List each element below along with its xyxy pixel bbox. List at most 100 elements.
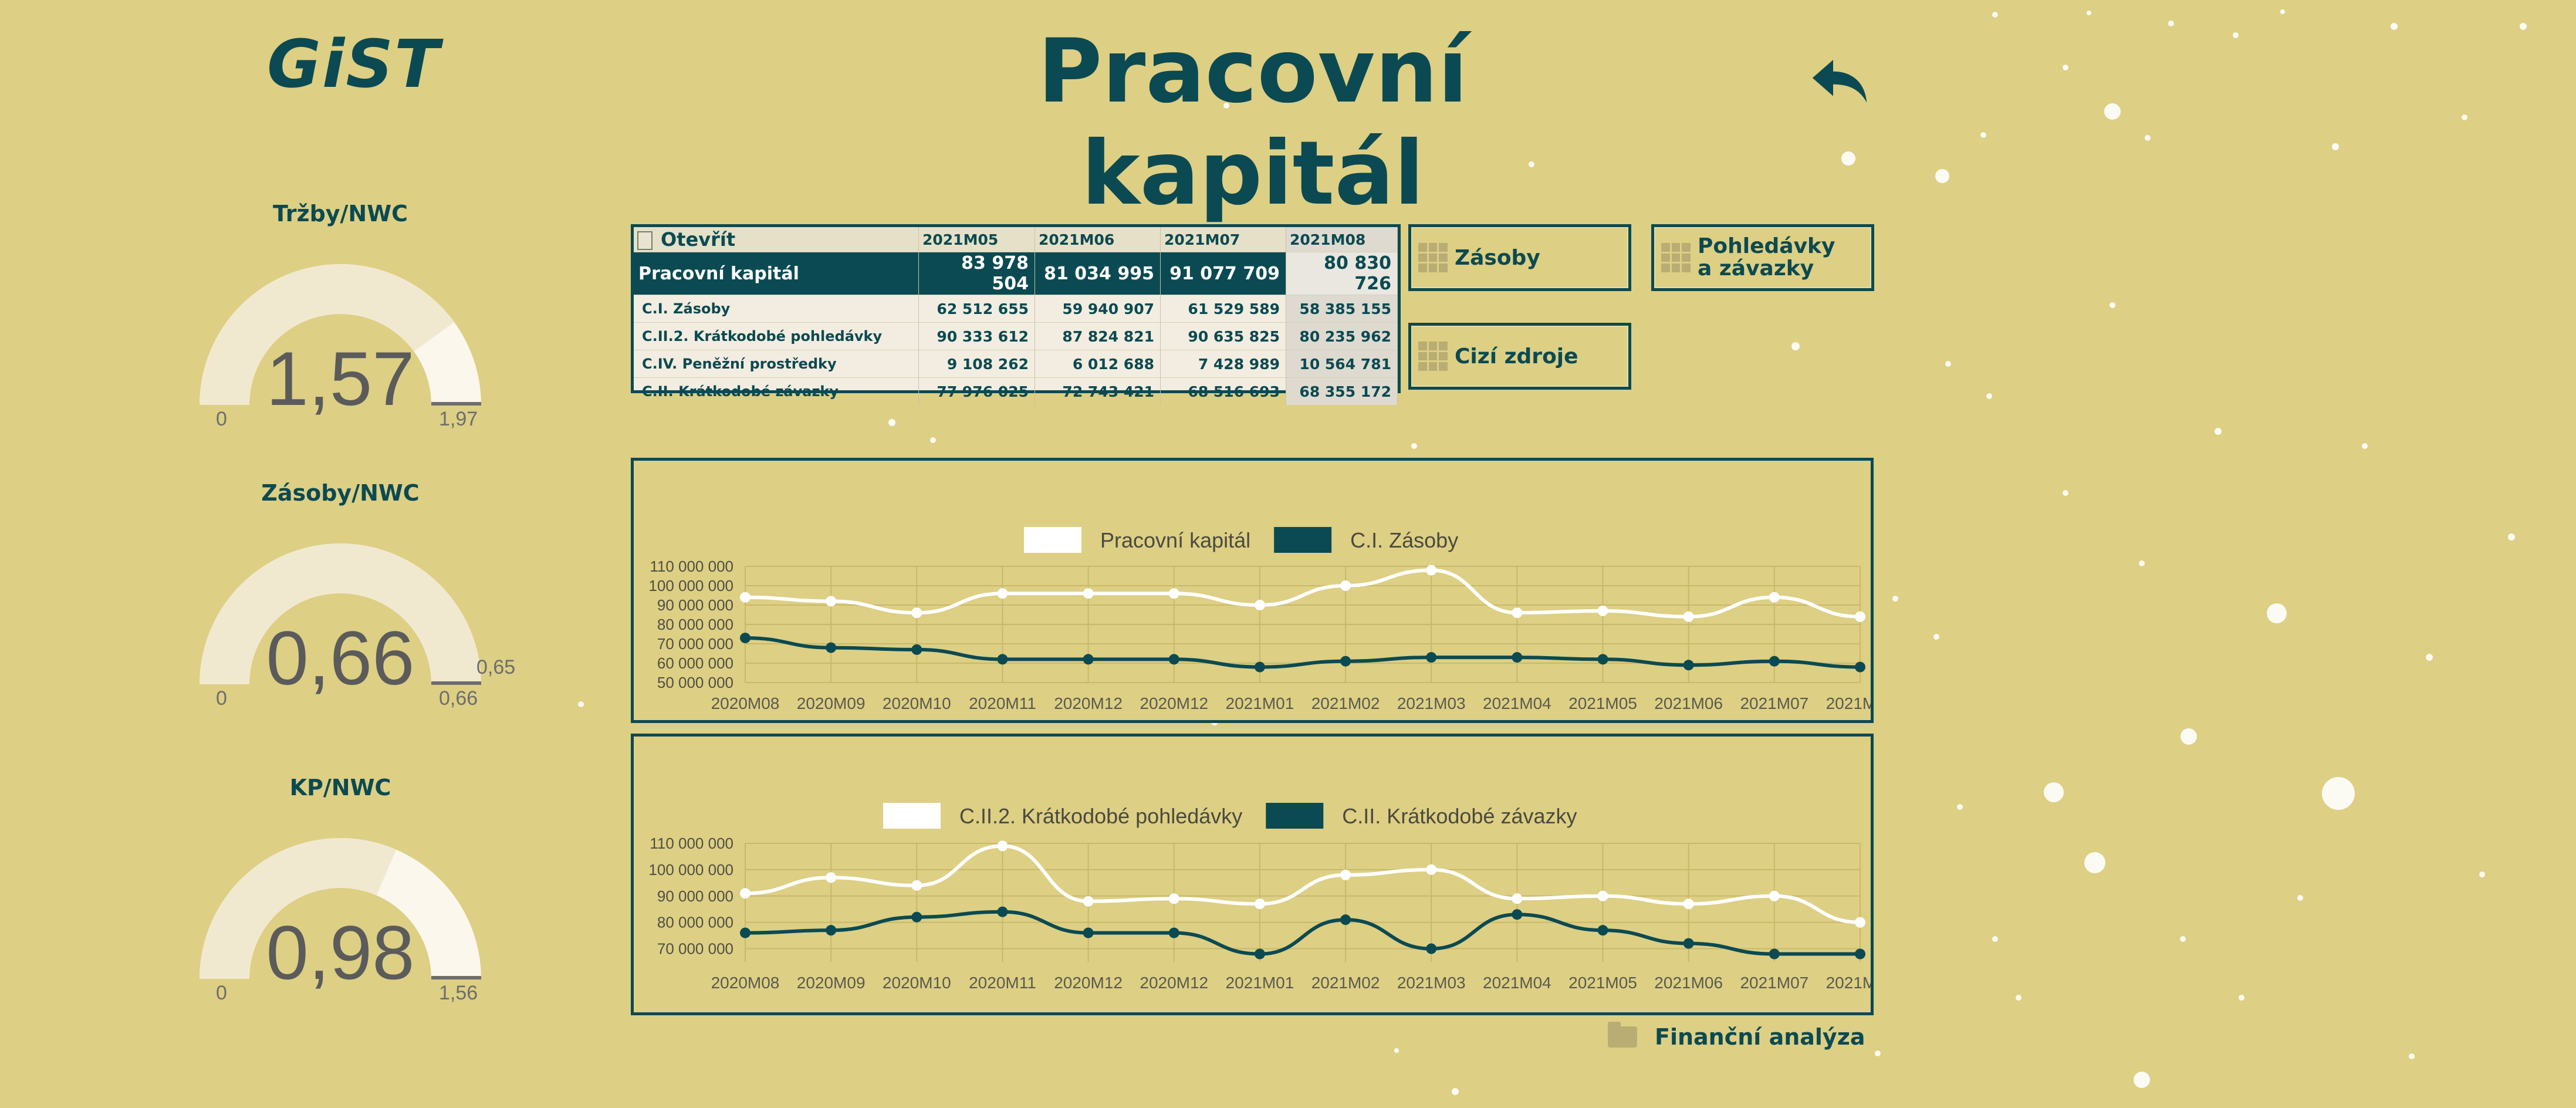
table-row[interactable]: C.I. Zásoby 62 512 655 59 940 907 61 529… — [634, 295, 1398, 323]
row-label: C.II. Krátkodobé závazky — [634, 377, 919, 405]
y-tick-label: 90 000 000 — [657, 596, 733, 614]
table-row[interactable]: C.II.2. Krátkodobé pohledávky 90 333 612… — [634, 322, 1398, 350]
data-point — [1254, 600, 1265, 610]
data-point — [911, 644, 922, 655]
background-dot — [1892, 596, 1898, 602]
cizi-zdroje-button[interactable]: Cizí zdroje — [1408, 323, 1631, 390]
data-point — [1168, 927, 1179, 938]
back-arrow-icon[interactable] — [1807, 47, 1872, 112]
x-tick-label: 2020M12 — [1054, 974, 1123, 992]
data-point — [997, 840, 1008, 852]
zasoby-button[interactable]: Zásoby — [1408, 224, 1631, 291]
x-tick-label: 2021M04 — [1483, 974, 1551, 992]
gauge-arc — [200, 837, 481, 979]
data-point — [1512, 652, 1523, 663]
cell: 80 235 962 — [1286, 322, 1398, 350]
data-point — [1597, 925, 1608, 936]
data-point — [1426, 864, 1437, 875]
background-dot — [2267, 603, 2287, 623]
y-tick-label: 100 000 000 — [648, 577, 733, 594]
x-tick-label: 2021M06 — [1654, 974, 1723, 992]
background-dot — [1986, 393, 1992, 399]
row-label: Pracovní kapitál — [634, 252, 919, 295]
gauge-min: 0 — [216, 408, 227, 430]
x-tick-label: 2021M05 — [1568, 694, 1637, 712]
x-tick-label: 2020M12 — [1140, 974, 1208, 992]
data-point — [911, 607, 922, 619]
open-button[interactable]: Otevřít — [634, 227, 919, 252]
data-point — [997, 906, 1008, 917]
background-dot — [1935, 169, 1949, 183]
background-dot — [2479, 871, 2485, 877]
data-point — [1168, 588, 1179, 599]
background-dot — [2409, 1053, 2415, 1059]
grid-icon — [1418, 243, 1448, 272]
background-dot — [1791, 342, 1800, 350]
background-dot — [2239, 995, 2244, 1001]
table-row[interactable]: Pracovní kapitál 83 978 504 81 034 995 9… — [634, 252, 1398, 295]
data-point — [1254, 661, 1265, 673]
y-tick-label: 70 000 000 — [657, 635, 733, 653]
y-tick-label: 70 000 000 — [657, 940, 733, 958]
data-point — [1512, 909, 1523, 920]
cell: 6 012 688 — [1035, 350, 1161, 378]
data-point — [1083, 654, 1094, 665]
cell: 9 108 262 — [918, 350, 1035, 378]
gauge-max: 1,56 — [439, 982, 478, 1004]
data-point — [1855, 948, 1865, 960]
cell: 62 512 655 — [918, 295, 1035, 323]
data-point — [740, 592, 751, 603]
data-point — [1340, 914, 1351, 925]
legend-label: C.II.2. Krátkodobé pohledávky — [959, 804, 1242, 828]
table-row[interactable]: C.IV. Peněžní prostředky 9 108 262 6 012… — [634, 350, 1398, 378]
series-line — [745, 910, 1860, 956]
legend-swatch — [1024, 527, 1081, 553]
page-title: Pracovní kapitál — [1037, 21, 1468, 225]
cell: 7 428 989 — [1160, 350, 1286, 378]
data-point — [1083, 896, 1094, 907]
data-point — [911, 880, 922, 891]
data-point — [1855, 661, 1865, 673]
gauge-title: Tržby/NWC — [272, 201, 408, 227]
gauge-kp-nwc: KP/NWC 0,98 0 1,56 — [176, 768, 505, 1014]
legend-label: C.I. Zásoby — [1350, 528, 1458, 552]
x-tick-label: 2020M12 — [1140, 694, 1208, 712]
background-dot — [2426, 654, 2433, 661]
gauge-value: 1,57 — [266, 336, 415, 421]
row-label: C.I. Zásoby — [634, 295, 919, 323]
cell: 61 529 589 — [1160, 295, 1286, 323]
data-point — [1426, 565, 1437, 576]
column-header: 2021M08 — [1286, 227, 1398, 252]
background-dot — [1394, 1048, 1399, 1053]
background-dot — [2233, 32, 2239, 38]
kpi-table: Otevřít 2021M05 2021M06 2021M07 2021M08 … — [631, 224, 1401, 405]
y-tick-label: 80 000 000 — [657, 914, 733, 931]
gauge-title: Zásoby/NWC — [261, 480, 420, 506]
financni-analyza-link[interactable]: Finanční analýza — [1608, 1022, 1865, 1050]
column-header: 2021M06 — [1035, 227, 1161, 252]
background-dot — [2063, 65, 2068, 70]
background-dot — [2362, 443, 2368, 449]
data-point — [1683, 660, 1694, 671]
x-tick-label: 2020M12 — [1054, 694, 1123, 712]
cell: 81 034 995 — [1035, 252, 1161, 295]
background-dot — [1933, 634, 1939, 640]
background-dot — [1875, 1050, 1881, 1056]
chart-pracovni-kapital-zasoby: 110 000 000 100 000 000 90 000 000 80 000 0… — [631, 458, 1874, 723]
grid-icon — [1418, 342, 1448, 371]
x-tick-label: 2021M04 — [1483, 694, 1551, 712]
data-point — [1683, 938, 1694, 949]
background-dot — [888, 419, 895, 426]
data-point — [826, 872, 837, 883]
gauge-fill — [200, 543, 481, 684]
background-dot — [2508, 533, 2515, 541]
data-point — [1769, 656, 1780, 667]
data-point — [740, 633, 751, 644]
chart-pohledavky-zavazky: 110 000 000 100 000 000 90 000 000 80 000 0… — [631, 734, 1874, 1015]
pohledavky-zavazky-button[interactable]: Pohledávky a závazky — [1651, 224, 1874, 291]
data-point — [1340, 580, 1351, 591]
legend-swatch — [883, 803, 941, 829]
table-row[interactable]: C.II. Krátkodobé závazky 77 976 025 72 7… — [634, 377, 1398, 405]
data-point — [740, 927, 751, 938]
